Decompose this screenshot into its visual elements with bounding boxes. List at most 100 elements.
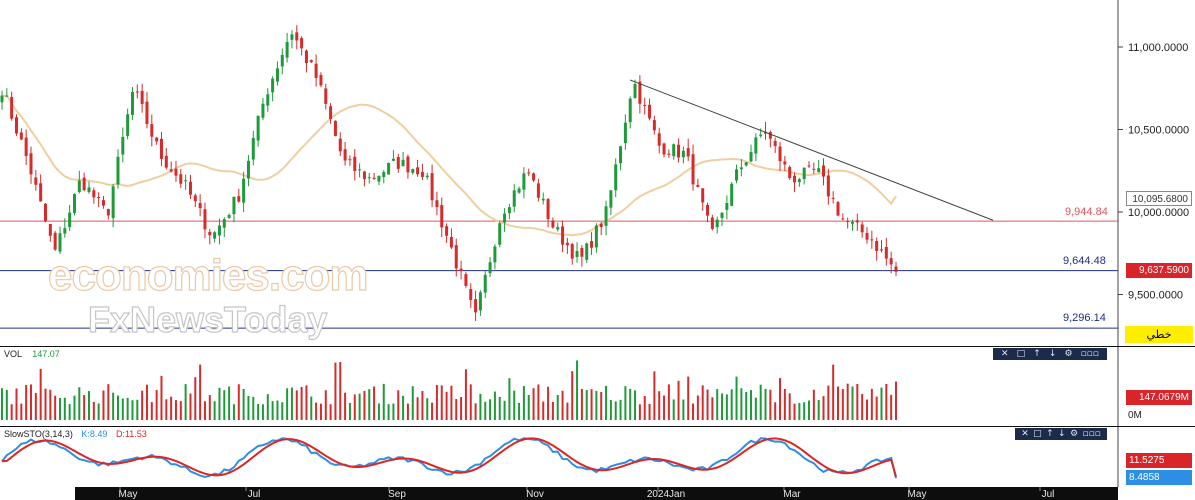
more-icon[interactable]: ▫▫▫ bbox=[1082, 429, 1101, 439]
volume-bar bbox=[329, 404, 332, 420]
candle-body bbox=[445, 226, 449, 236]
volume-bar bbox=[435, 385, 438, 420]
volume-bar bbox=[609, 400, 612, 420]
candle-body bbox=[493, 246, 497, 263]
volume-bar bbox=[73, 395, 76, 420]
volume-bar bbox=[102, 390, 105, 420]
candle-body bbox=[730, 183, 734, 206]
volume-bar bbox=[667, 384, 670, 420]
candle-body bbox=[706, 204, 710, 216]
candle-body bbox=[546, 199, 550, 220]
candle-body bbox=[116, 156, 120, 185]
candle-body bbox=[575, 251, 579, 257]
candle-body bbox=[841, 218, 845, 220]
candle-body bbox=[377, 175, 381, 182]
volume-bar bbox=[160, 375, 163, 420]
volume-bar bbox=[300, 386, 303, 420]
volume-bar bbox=[382, 383, 385, 420]
maximize-icon[interactable]: □ bbox=[1033, 429, 1042, 439]
volume-bar bbox=[846, 383, 849, 420]
vol-title: VOL 147.07 bbox=[4, 349, 60, 359]
stochastic-lines bbox=[1, 437, 897, 479]
candle-body bbox=[53, 232, 57, 250]
volume-bar bbox=[421, 391, 424, 420]
volume-bar bbox=[880, 387, 883, 420]
candle-body bbox=[135, 91, 139, 93]
candle-body bbox=[754, 137, 758, 154]
candle-body bbox=[812, 168, 816, 170]
volume-bar bbox=[527, 394, 530, 420]
candle-body bbox=[749, 152, 753, 162]
volume-bar bbox=[542, 401, 545, 420]
volume-bar bbox=[658, 391, 661, 420]
volume-bar bbox=[551, 401, 554, 420]
candle-body bbox=[256, 115, 260, 141]
candle-body bbox=[343, 149, 347, 161]
volume-bar bbox=[851, 386, 854, 420]
maximize-icon[interactable]: □ bbox=[1016, 349, 1026, 359]
volume-bar bbox=[39, 368, 42, 420]
volume-bar bbox=[735, 376, 738, 420]
sto-k-badge: 8.4858 bbox=[1126, 470, 1192, 485]
candle-body bbox=[251, 137, 255, 160]
candle-body bbox=[140, 90, 144, 104]
volume-bar bbox=[576, 360, 579, 420]
settings-icon[interactable]: ⚙ bbox=[1069, 429, 1079, 439]
candle-body bbox=[512, 190, 516, 207]
candle-body bbox=[681, 150, 685, 158]
candle-body bbox=[633, 84, 637, 99]
volume-bar bbox=[730, 389, 733, 420]
volume-bar bbox=[634, 390, 637, 420]
x-tick-label: Sep bbox=[388, 489, 406, 500]
volume-bar bbox=[348, 402, 351, 420]
candle-body bbox=[314, 63, 318, 78]
candle-body bbox=[353, 156, 357, 171]
candle-body bbox=[396, 156, 400, 169]
level-label-9944: 9,944.84 bbox=[1065, 206, 1108, 218]
volume-bar bbox=[701, 385, 704, 420]
candle-body bbox=[851, 221, 855, 224]
arrow-up-icon[interactable]: ↑ bbox=[1046, 429, 1054, 439]
candle-body bbox=[372, 177, 376, 179]
volume-bar bbox=[368, 389, 371, 420]
arrow-down-icon[interactable]: ↓ bbox=[1048, 349, 1057, 359]
volume-bar bbox=[315, 402, 318, 420]
volume-bar bbox=[643, 395, 646, 420]
candle-body bbox=[101, 200, 105, 206]
arrow-up-icon[interactable]: ↑ bbox=[1033, 349, 1041, 359]
volume-bar bbox=[237, 384, 240, 420]
volume-bar bbox=[663, 395, 666, 420]
candle-body bbox=[628, 98, 632, 123]
volume-bar bbox=[377, 403, 380, 420]
volume-bar bbox=[518, 402, 521, 420]
candle-body bbox=[266, 94, 270, 106]
arrow-down-icon[interactable]: ↓ bbox=[1058, 429, 1066, 439]
volume-bar bbox=[779, 378, 782, 420]
volume-bar bbox=[750, 390, 753, 420]
volume-bar bbox=[595, 390, 598, 420]
candle-body bbox=[43, 203, 47, 222]
volume-bar bbox=[827, 385, 830, 420]
close-icon[interactable]: ✕ bbox=[1001, 349, 1009, 359]
candle-body bbox=[561, 226, 565, 245]
volume-bar bbox=[832, 364, 835, 420]
close-icon[interactable]: ✕ bbox=[1021, 429, 1029, 439]
candle-body bbox=[672, 144, 676, 157]
candle-body bbox=[662, 143, 666, 155]
candle-body bbox=[623, 122, 627, 144]
x-axis-bar bbox=[75, 487, 1118, 500]
candle-body bbox=[865, 232, 869, 240]
level-label-9296: 9,296.14 bbox=[1063, 312, 1106, 324]
volume-bar bbox=[189, 393, 192, 420]
candle-body bbox=[648, 104, 652, 119]
more-icon[interactable]: ▫▫▫ bbox=[1080, 349, 1099, 359]
candle-body bbox=[739, 167, 743, 170]
candle-body bbox=[430, 173, 434, 201]
settings-icon[interactable]: ⚙ bbox=[1064, 349, 1073, 359]
x-tick-label: 2024Jan bbox=[647, 489, 685, 500]
volume-bar bbox=[228, 386, 231, 420]
linear-scale-button[interactable]: خطي bbox=[1125, 326, 1193, 343]
trendline bbox=[630, 79, 994, 221]
volume-bar bbox=[460, 397, 463, 420]
